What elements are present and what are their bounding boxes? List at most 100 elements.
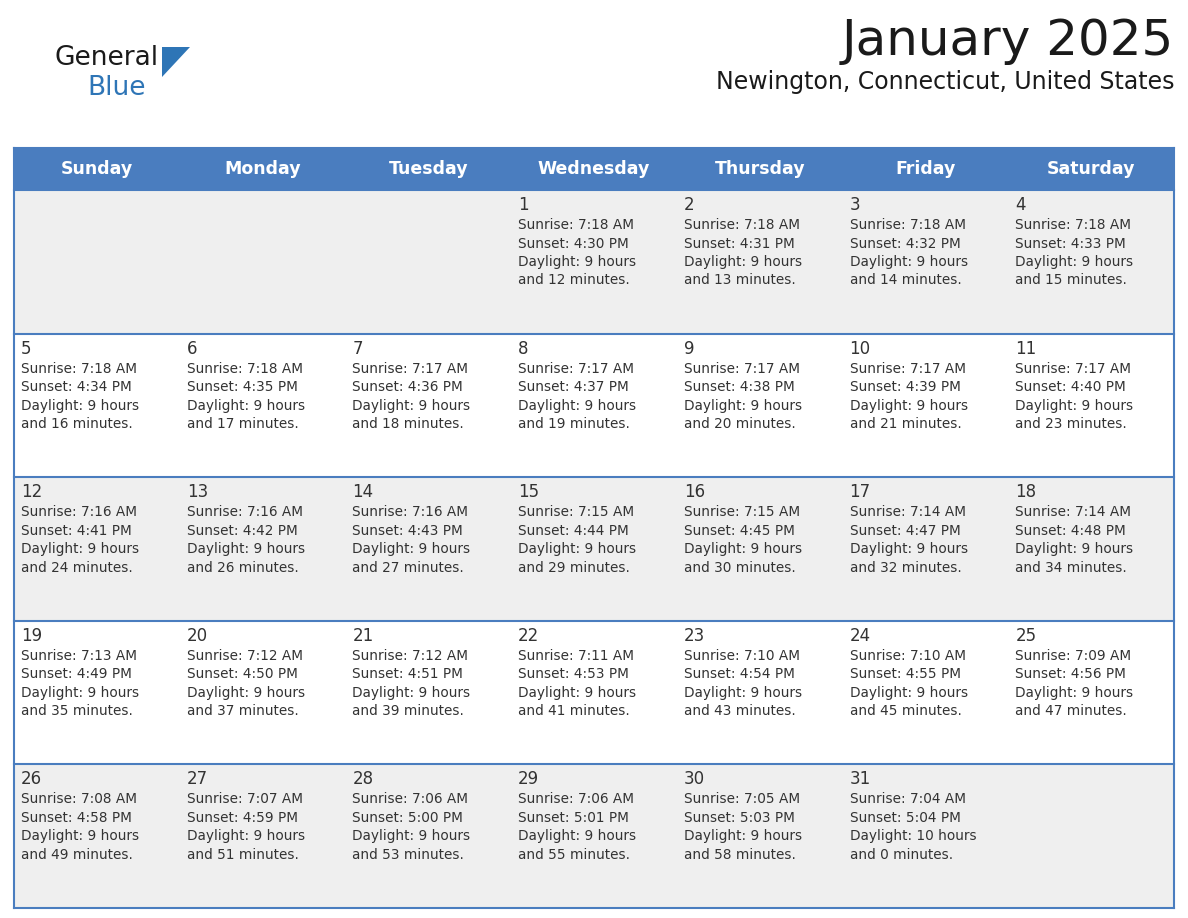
Bar — [14, 765, 1174, 908]
Text: General: General — [55, 45, 159, 71]
Text: 27: 27 — [187, 770, 208, 789]
Bar — [14, 190, 1174, 333]
Text: Sunrise: 7:08 AM: Sunrise: 7:08 AM — [21, 792, 137, 806]
Text: 24: 24 — [849, 627, 871, 644]
Text: Daylight: 9 hours: Daylight: 9 hours — [21, 398, 139, 412]
Text: Daylight: 9 hours: Daylight: 9 hours — [187, 686, 305, 700]
Text: Daylight: 9 hours: Daylight: 9 hours — [1016, 686, 1133, 700]
Text: and 34 minutes.: and 34 minutes. — [1016, 561, 1127, 575]
Text: Daylight: 9 hours: Daylight: 9 hours — [684, 398, 802, 412]
Text: Daylight: 9 hours: Daylight: 9 hours — [21, 543, 139, 556]
Text: and 45 minutes.: and 45 minutes. — [849, 704, 961, 718]
Text: Sunrise: 7:05 AM: Sunrise: 7:05 AM — [684, 792, 800, 806]
Text: Newington, Connecticut, United States: Newington, Connecticut, United States — [715, 70, 1174, 94]
Bar — [14, 148, 179, 190]
Text: Sunrise: 7:10 AM: Sunrise: 7:10 AM — [849, 649, 966, 663]
Text: and 35 minutes.: and 35 minutes. — [21, 704, 133, 718]
Text: 30: 30 — [684, 770, 704, 789]
Text: Sunrise: 7:15 AM: Sunrise: 7:15 AM — [518, 505, 634, 520]
Text: Sunset: 4:35 PM: Sunset: 4:35 PM — [187, 380, 297, 394]
Bar — [511, 148, 677, 190]
Text: 31: 31 — [849, 770, 871, 789]
Text: and 49 minutes.: and 49 minutes. — [21, 848, 133, 862]
Bar — [1009, 148, 1174, 190]
Text: and 0 minutes.: and 0 minutes. — [849, 848, 953, 862]
Text: and 29 minutes.: and 29 minutes. — [518, 561, 630, 575]
Text: and 27 minutes.: and 27 minutes. — [353, 561, 465, 575]
Text: Daylight: 9 hours: Daylight: 9 hours — [21, 829, 139, 844]
Text: Friday: Friday — [896, 160, 955, 178]
Text: Monday: Monday — [225, 160, 301, 178]
Text: Daylight: 9 hours: Daylight: 9 hours — [518, 543, 637, 556]
Text: Sunset: 4:39 PM: Sunset: 4:39 PM — [849, 380, 960, 394]
Text: Daylight: 9 hours: Daylight: 9 hours — [518, 829, 637, 844]
Bar — [14, 477, 1174, 621]
Text: Sunrise: 7:11 AM: Sunrise: 7:11 AM — [518, 649, 634, 663]
Text: and 23 minutes.: and 23 minutes. — [1016, 417, 1127, 431]
Text: 6: 6 — [187, 340, 197, 358]
Text: Sunset: 4:59 PM: Sunset: 4:59 PM — [187, 811, 298, 825]
Text: and 32 minutes.: and 32 minutes. — [849, 561, 961, 575]
Polygon shape — [162, 47, 190, 77]
Text: 19: 19 — [21, 627, 42, 644]
Text: 3: 3 — [849, 196, 860, 214]
Text: 17: 17 — [849, 483, 871, 501]
Text: Sunset: 4:32 PM: Sunset: 4:32 PM — [849, 237, 960, 251]
Text: and 47 minutes.: and 47 minutes. — [1016, 704, 1127, 718]
Text: 2: 2 — [684, 196, 695, 214]
Text: Daylight: 9 hours: Daylight: 9 hours — [21, 686, 139, 700]
Text: Sunset: 4:30 PM: Sunset: 4:30 PM — [518, 237, 628, 251]
Text: Blue: Blue — [87, 75, 145, 101]
Text: and 30 minutes.: and 30 minutes. — [684, 561, 796, 575]
Text: Sunset: 4:53 PM: Sunset: 4:53 PM — [518, 667, 628, 681]
Text: Thursday: Thursday — [714, 160, 805, 178]
Text: Daylight: 9 hours: Daylight: 9 hours — [518, 255, 637, 269]
Text: Sunset: 4:54 PM: Sunset: 4:54 PM — [684, 667, 795, 681]
Text: 20: 20 — [187, 627, 208, 644]
Text: 21: 21 — [353, 627, 374, 644]
Text: and 21 minutes.: and 21 minutes. — [849, 417, 961, 431]
Text: Sunrise: 7:06 AM: Sunrise: 7:06 AM — [353, 792, 468, 806]
Text: Daylight: 9 hours: Daylight: 9 hours — [849, 398, 968, 412]
Text: 28: 28 — [353, 770, 373, 789]
Text: Sunset: 4:45 PM: Sunset: 4:45 PM — [684, 523, 795, 538]
Text: 25: 25 — [1016, 627, 1036, 644]
Text: Sunset: 4:33 PM: Sunset: 4:33 PM — [1016, 237, 1126, 251]
Text: and 12 minutes.: and 12 minutes. — [518, 274, 630, 287]
Text: Sunset: 4:41 PM: Sunset: 4:41 PM — [21, 523, 132, 538]
Text: Daylight: 9 hours: Daylight: 9 hours — [1016, 543, 1133, 556]
Text: Sunrise: 7:07 AM: Sunrise: 7:07 AM — [187, 792, 303, 806]
Text: Sunrise: 7:17 AM: Sunrise: 7:17 AM — [684, 362, 800, 375]
Text: Sunset: 4:49 PM: Sunset: 4:49 PM — [21, 667, 132, 681]
Text: 29: 29 — [518, 770, 539, 789]
Text: Sunrise: 7:10 AM: Sunrise: 7:10 AM — [684, 649, 800, 663]
Text: Daylight: 9 hours: Daylight: 9 hours — [684, 543, 802, 556]
Text: and 16 minutes.: and 16 minutes. — [21, 417, 133, 431]
Text: and 17 minutes.: and 17 minutes. — [187, 417, 298, 431]
Text: 18: 18 — [1016, 483, 1036, 501]
Text: Sunset: 5:04 PM: Sunset: 5:04 PM — [849, 811, 960, 825]
Text: Daylight: 9 hours: Daylight: 9 hours — [684, 255, 802, 269]
Text: Daylight: 9 hours: Daylight: 9 hours — [1016, 255, 1133, 269]
Text: 9: 9 — [684, 340, 694, 358]
Text: Daylight: 9 hours: Daylight: 9 hours — [1016, 398, 1133, 412]
Text: Sunset: 5:00 PM: Sunset: 5:00 PM — [353, 811, 463, 825]
Text: Sunrise: 7:17 AM: Sunrise: 7:17 AM — [849, 362, 966, 375]
Text: Sunrise: 7:14 AM: Sunrise: 7:14 AM — [849, 505, 966, 520]
Text: Sunset: 4:51 PM: Sunset: 4:51 PM — [353, 667, 463, 681]
Text: and 15 minutes.: and 15 minutes. — [1016, 274, 1127, 287]
Bar — [14, 621, 1174, 765]
Text: Sunrise: 7:17 AM: Sunrise: 7:17 AM — [1016, 362, 1131, 375]
Text: Daylight: 9 hours: Daylight: 9 hours — [849, 255, 968, 269]
Text: and 43 minutes.: and 43 minutes. — [684, 704, 796, 718]
Text: and 53 minutes.: and 53 minutes. — [353, 848, 465, 862]
Text: and 51 minutes.: and 51 minutes. — [187, 848, 298, 862]
Text: Sunset: 4:42 PM: Sunset: 4:42 PM — [187, 523, 297, 538]
Text: 15: 15 — [518, 483, 539, 501]
Text: January 2025: January 2025 — [842, 17, 1174, 65]
Text: 26: 26 — [21, 770, 42, 789]
Text: Daylight: 9 hours: Daylight: 9 hours — [353, 686, 470, 700]
Text: Sunrise: 7:16 AM: Sunrise: 7:16 AM — [21, 505, 137, 520]
Text: Daylight: 9 hours: Daylight: 9 hours — [518, 686, 637, 700]
Text: Sunset: 4:37 PM: Sunset: 4:37 PM — [518, 380, 628, 394]
